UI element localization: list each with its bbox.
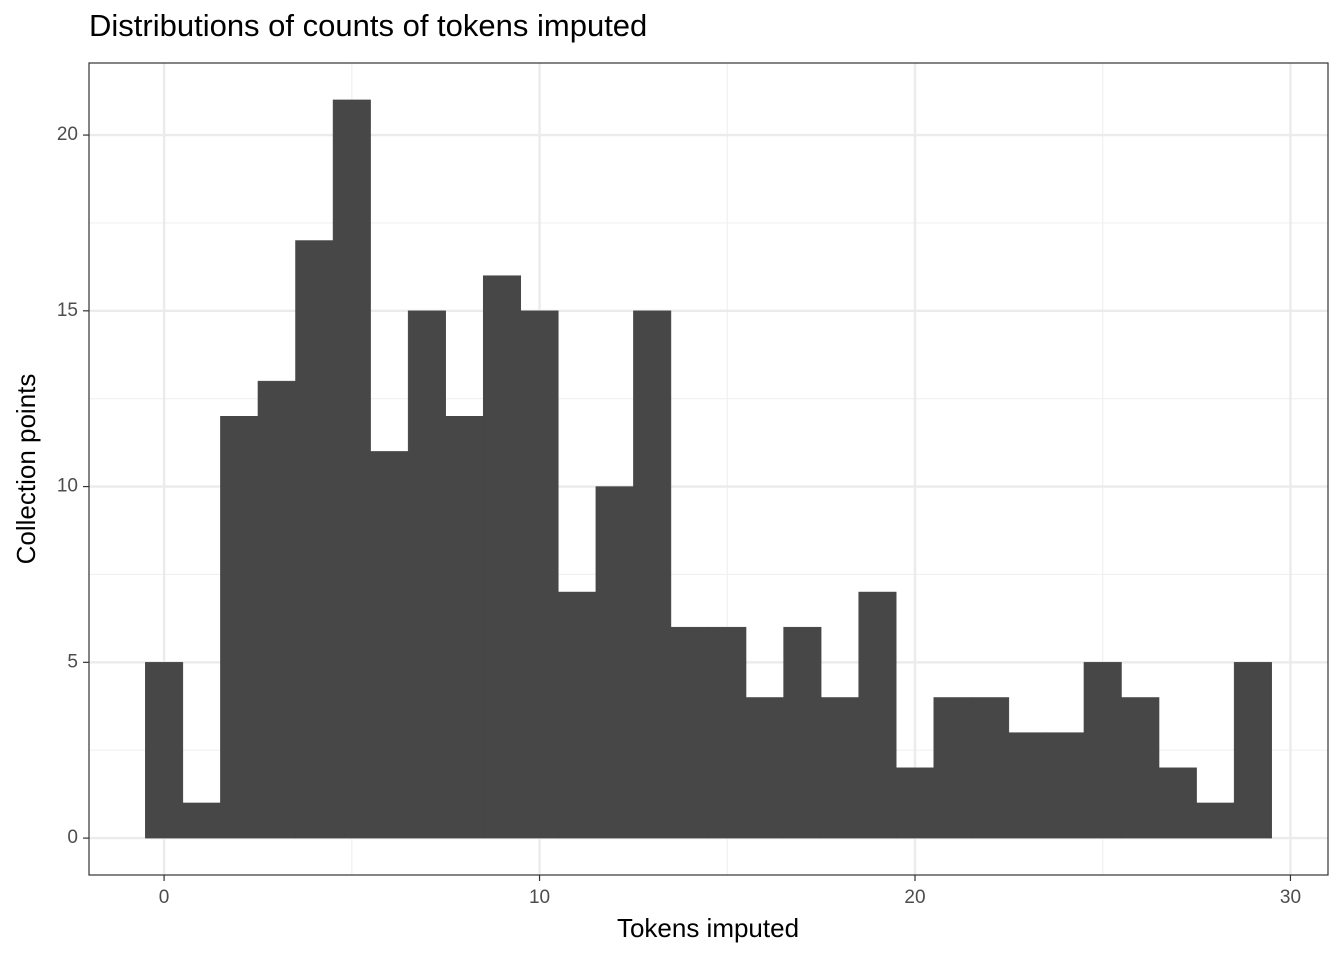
bar	[933, 697, 972, 839]
bar	[370, 451, 409, 839]
bar	[1233, 662, 1272, 839]
chart-title: Distributions of counts of tokens impute…	[89, 8, 647, 43]
bar	[971, 697, 1010, 839]
x-tick-label: 20	[904, 887, 925, 908]
y-axis-title: Collection points	[11, 374, 41, 565]
bar	[1158, 767, 1197, 839]
bar	[295, 240, 334, 839]
bar	[858, 591, 897, 839]
y-tick-label: 10	[57, 476, 78, 497]
bar	[783, 626, 822, 839]
bar	[520, 310, 559, 839]
bar	[257, 380, 296, 839]
bar	[145, 662, 184, 839]
bar	[1196, 802, 1235, 839]
x-axis-title: Tokens imputed	[617, 913, 799, 943]
y-tick-label: 20	[57, 124, 78, 145]
x-tick-label: 0	[159, 887, 170, 908]
bar	[633, 310, 672, 839]
bar	[407, 310, 446, 839]
x-tick-label: 30	[1280, 887, 1301, 908]
y-tick-label: 0	[67, 827, 78, 848]
bar	[482, 275, 522, 839]
plot-border	[88, 62, 1329, 876]
bar	[708, 626, 747, 839]
bar	[220, 416, 259, 839]
bar	[895, 767, 935, 839]
bar	[445, 416, 484, 839]
y-tick-label: 5	[67, 651, 78, 672]
bar	[1083, 662, 1122, 839]
bar	[670, 626, 709, 839]
y-tick-label: 15	[57, 300, 78, 321]
x-tick-label: 10	[529, 887, 550, 908]
bar	[745, 697, 784, 839]
bar	[1046, 732, 1085, 839]
bar	[1008, 732, 1047, 839]
bar	[558, 591, 597, 839]
bar	[820, 697, 859, 839]
bar	[595, 486, 634, 839]
bar	[332, 99, 371, 839]
bar	[1121, 697, 1160, 839]
bar	[182, 802, 221, 839]
